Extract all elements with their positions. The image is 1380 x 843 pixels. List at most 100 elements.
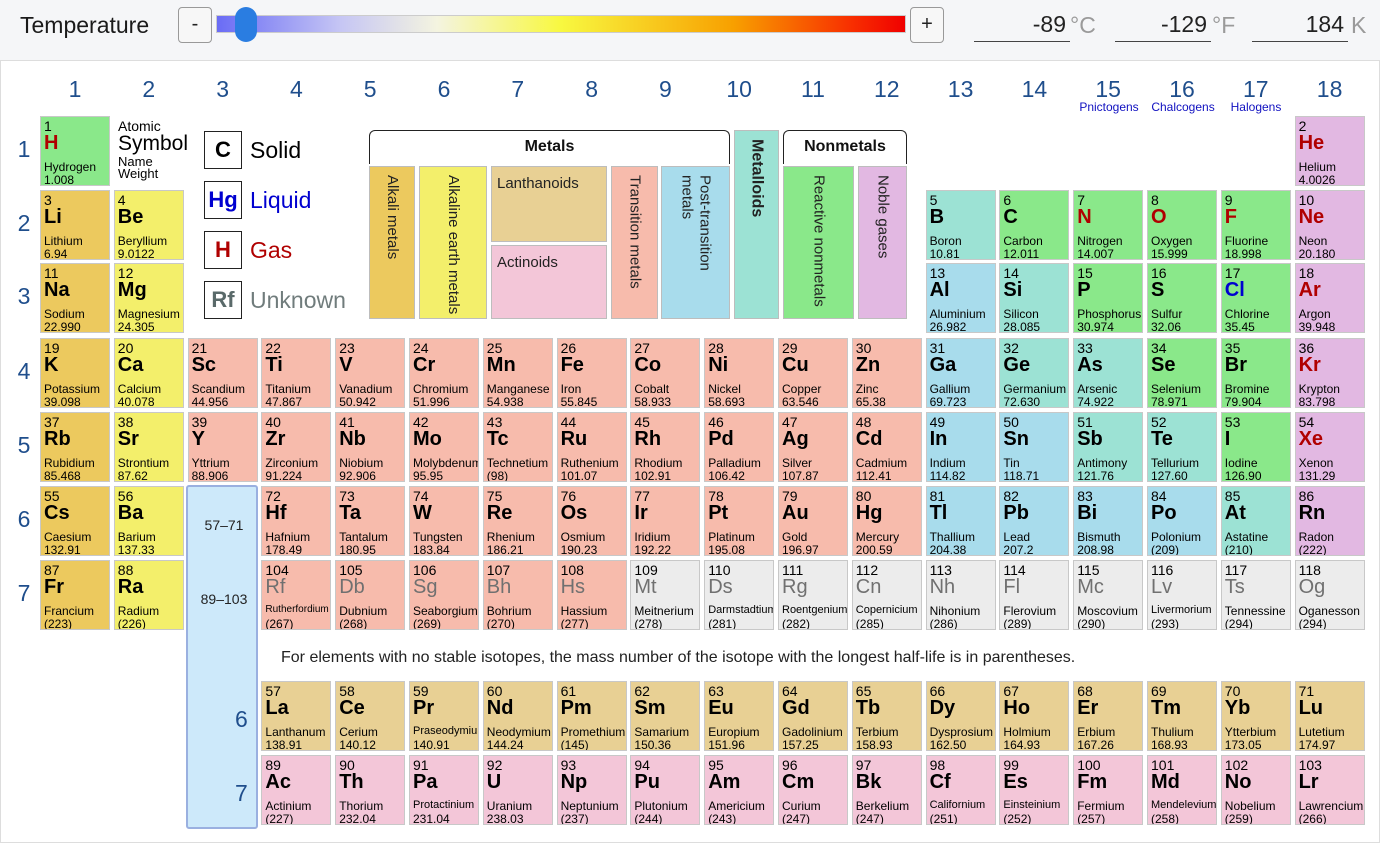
element-chromium[interactable]: 24 Cr Chromium 51.996	[409, 338, 479, 408]
element-plutonium[interactable]: 94 Pu Plutonium (244)	[630, 755, 701, 825]
kelvin-input[interactable]	[1252, 8, 1348, 42]
element-europium[interactable]: 63 Eu Europium 151.96	[704, 681, 775, 751]
element-moscovium[interactable]: 115 Mc Moscovium (290)	[1073, 560, 1144, 630]
legend-alkaline-earth-metals[interactable]: Alkaline earth metals	[419, 166, 487, 319]
temperature-decrease-button[interactable]: -	[178, 7, 212, 43]
temperature-slider-thumb[interactable]	[235, 7, 257, 42]
element-erbium[interactable]: 68 Er Erbium 167.26	[1073, 681, 1144, 751]
element-hydrogen[interactable]: 1 H Hydrogen 1.008	[40, 116, 110, 186]
element-gold[interactable]: 79 Au Gold 196.97	[778, 486, 848, 556]
element-carbon[interactable]: 6 C Carbon 12.011	[999, 190, 1070, 260]
legend-lanthanoids[interactable]: Lanthanoids	[491, 166, 607, 242]
element-lutetium[interactable]: 71 Lu Lutetium 174.97	[1294, 681, 1365, 751]
element-neon[interactable]: 10 Ne Neon 20.180	[1294, 190, 1365, 260]
element-iridium[interactable]: 77 Ir Iridium 192.22	[630, 486, 701, 556]
element-tennessine[interactable]: 117 Ts Tennessine (294)	[1220, 560, 1291, 630]
element-yttrium[interactable]: 39 Y Yttrium 88.906	[187, 412, 258, 482]
element-chlorine[interactable]: 17 Cl Chlorine 35.45	[1220, 263, 1291, 333]
element-oganesson[interactable]: 118 Og Oganesson (294)	[1294, 560, 1365, 630]
element-fermium[interactable]: 100 Fm Fermium (257)	[1073, 755, 1144, 825]
element-lanthanum[interactable]: 57 La Lanthanum 138.91	[261, 681, 332, 751]
legend-noble-gases[interactable]: Noble gases	[858, 166, 907, 319]
element-hafnium[interactable]: 72 Hf Hafnium 178.49	[261, 486, 332, 556]
element-silicon[interactable]: 14 Si Silicon 28.085	[999, 263, 1070, 333]
element-krypton[interactable]: 36 Kr Krypton 83.798	[1294, 338, 1365, 408]
element-livermorium[interactable]: 116 Lv Livermorium (293)	[1147, 560, 1217, 630]
element-oxygen[interactable]: 8 O Oxygen 15.999	[1147, 190, 1217, 260]
legend-reactive-nonmetals[interactable]: Reactive nonmetals	[783, 166, 854, 319]
element-neptunium[interactable]: 93 Np Neptunium (237)	[556, 755, 627, 825]
element-nickel[interactable]: 28 Ni Nickel 58.693	[704, 338, 775, 408]
element-thallium[interactable]: 81 Tl Thallium 204.38	[925, 486, 996, 556]
celsius-input[interactable]	[974, 8, 1070, 42]
element-mendelevium[interactable]: 101 Md Mendelevium (258)	[1147, 755, 1217, 825]
temperature-increase-button[interactable]: +	[910, 7, 944, 43]
element-fluorine[interactable]: 9 F Fluorine 18.998	[1220, 190, 1291, 260]
element-promethium[interactable]: 61 Pm Promethium (145)	[556, 681, 627, 751]
element-nitrogen[interactable]: 7 N Nitrogen 14.007	[1073, 190, 1144, 260]
element-roentgenium[interactable]: 111 Rg Roentgenium (282)	[778, 560, 848, 630]
element-meitnerium[interactable]: 109 Mt Meitnerium (278)	[630, 560, 701, 630]
element-titanium[interactable]: 22 Ti Titanium 47.867	[261, 338, 332, 408]
legend-post-transition-metals[interactable]: Post-transition metals	[661, 166, 730, 319]
element-rubidium[interactable]: 37 Rb Rubidium 85.468	[40, 412, 110, 482]
element-beryllium[interactable]: 4 Be Beryllium 9.0122	[113, 190, 184, 260]
element-cadmium[interactable]: 48 Cd Cadmium 112.41	[851, 412, 922, 482]
element-francium[interactable]: 87 Fr Francium (223)	[40, 560, 110, 630]
element-boron[interactable]: 5 B Boron 10.81	[925, 190, 996, 260]
element-strontium[interactable]: 38 Sr Strontium 87.62	[113, 412, 184, 482]
element-vanadium[interactable]: 23 V Vanadium 50.942	[335, 338, 406, 408]
element-rhodium[interactable]: 45 Rh Rhodium 102.91	[630, 412, 701, 482]
element-mercury[interactable]: 80 Hg Mercury 200.59	[851, 486, 922, 556]
element-neodymium[interactable]: 60 Nd Neodymium 144.24	[482, 681, 553, 751]
element-copernicium[interactable]: 112 Cn Copernicium (285)	[851, 560, 922, 630]
element-osmium[interactable]: 76 Os Osmium 190.23	[556, 486, 627, 556]
element-protactinium[interactable]: 91 Pa Protactinium 231.04	[409, 755, 479, 825]
element-tellurium[interactable]: 52 Te Tellurium 127.60	[1147, 412, 1217, 482]
element-phosphorus[interactable]: 15 P Phosphorus 30.974	[1073, 263, 1144, 333]
element-rhenium[interactable]: 75 Re Rhenium 186.21	[482, 486, 553, 556]
element-holmium[interactable]: 67 Ho Holmium 164.93	[999, 681, 1070, 751]
element-helium[interactable]: 2 He Helium 4.0026	[1294, 116, 1365, 186]
element-gadolinium[interactable]: 64 Gd Gadolinium 157.25	[778, 681, 848, 751]
element-ytterbium[interactable]: 70 Yb Ytterbium 173.05	[1220, 681, 1291, 751]
element-xenon[interactable]: 54 Xe Xenon 131.29	[1294, 412, 1365, 482]
element-iodine[interactable]: 53 I Iodine 126.90	[1220, 412, 1291, 482]
element-radon[interactable]: 86 Rn Radon (222)	[1294, 486, 1365, 556]
element-silver[interactable]: 47 Ag Silver 107.87	[778, 412, 848, 482]
element-technetium[interactable]: 43 Tc Technetium (98)	[482, 412, 553, 482]
element-samarium[interactable]: 62 Sm Samarium 150.36	[630, 681, 701, 751]
legend-metalloids[interactable]: Metalloids	[734, 130, 779, 319]
legend-transition-metals[interactable]: Transition metals	[611, 166, 658, 319]
temperature-slider-track[interactable]	[216, 15, 906, 33]
element-palladium[interactable]: 46 Pd Palladium 106.42	[704, 412, 775, 482]
element-berkelium[interactable]: 97 Bk Berkelium (247)	[851, 755, 922, 825]
fahrenheit-input[interactable]	[1115, 8, 1211, 42]
element-thorium[interactable]: 90 Th Thorium 232.04	[335, 755, 406, 825]
element-bohrium[interactable]: 107 Bh Bohrium (270)	[482, 560, 553, 630]
element-scandium[interactable]: 21 Sc Scandium 44.956	[187, 338, 258, 408]
element-magnesium[interactable]: 12 Mg Magnesium 24.305	[113, 263, 184, 333]
element-zinc[interactable]: 30 Zn Zinc 65.38	[851, 338, 922, 408]
element-radium[interactable]: 88 Ra Radium (226)	[113, 560, 184, 630]
element-hassium[interactable]: 108 Hs Hassium (277)	[556, 560, 627, 630]
element-lead[interactable]: 82 Pb Lead 207.2	[999, 486, 1070, 556]
element-lithium[interactable]: 3 Li Lithium 6.94	[40, 190, 110, 260]
element-nihonium[interactable]: 113 Nh Nihonium (286)	[925, 560, 996, 630]
element-barium[interactable]: 56 Ba Barium 137.33	[113, 486, 184, 556]
element-ruthenium[interactable]: 44 Ru Ruthenium 101.07	[556, 412, 627, 482]
element-lawrencium[interactable]: 103 Lr Lawrencium (266)	[1294, 755, 1365, 825]
element-niobium[interactable]: 41 Nb Niobium 92.906	[335, 412, 406, 482]
element-gallium[interactable]: 31 Ga Gallium 69.723	[925, 338, 996, 408]
element-bromine[interactable]: 35 Br Bromine 79.904	[1220, 338, 1291, 408]
element-manganese[interactable]: 25 Mn Manganese 54.938	[482, 338, 553, 408]
element-arsenic[interactable]: 33 As Arsenic 74.922	[1073, 338, 1144, 408]
element-actinium[interactable]: 89 Ac Actinium (227)	[261, 755, 332, 825]
element-tantalum[interactable]: 73 Ta Tantalum 180.95	[335, 486, 406, 556]
legend-alkali-metals[interactable]: Alkali metals	[369, 166, 415, 319]
element-cerium[interactable]: 58 Ce Cerium 140.12	[335, 681, 406, 751]
element-argon[interactable]: 18 Ar Argon 39.948	[1294, 263, 1365, 333]
element-americium[interactable]: 95 Am Americium (243)	[704, 755, 775, 825]
legend-actinoids[interactable]: Actinoids	[491, 245, 607, 319]
